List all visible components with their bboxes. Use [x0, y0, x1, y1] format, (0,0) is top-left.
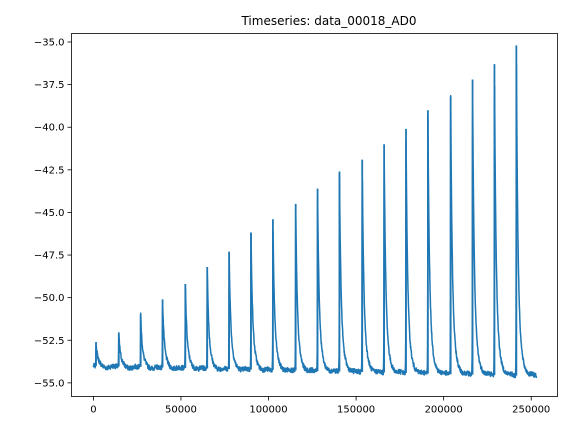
plot-area	[92, 45, 538, 379]
x-tick-label: 150000	[337, 405, 375, 416]
y-tick-label: −35.0	[34, 38, 65, 49]
x-tick-label: 0	[90, 405, 96, 416]
y-tick-label: −45.0	[34, 208, 65, 219]
x-tick-label: 200000	[425, 405, 463, 416]
y-tick-label: −50.0	[34, 293, 65, 304]
y-tick-label: −42.5	[34, 165, 65, 176]
x-tick-label: 100000	[249, 405, 287, 416]
y-tick-label: −47.5	[34, 251, 65, 262]
x-axis: 0 50000 100000 150000 200000 250000	[90, 396, 550, 416]
x-tick-label: 50000	[165, 405, 197, 416]
x-tick-label: 250000	[512, 405, 550, 416]
y-tick-label: −40.0	[34, 123, 65, 134]
series-line	[92, 64, 538, 379]
chart-title: Timeseries: data_00018_AD0	[240, 14, 416, 28]
plot-frame	[71, 33, 558, 397]
y-tick-label: −52.5	[34, 336, 65, 347]
y-axis: −55.0 −52.5 −50.0 −47.5 −45.0 −42.5 −40.0 −37.5…	[34, 38, 72, 389]
y-tick-label: −55.0	[34, 378, 65, 389]
y-tick-label: −37.5	[34, 80, 65, 91]
